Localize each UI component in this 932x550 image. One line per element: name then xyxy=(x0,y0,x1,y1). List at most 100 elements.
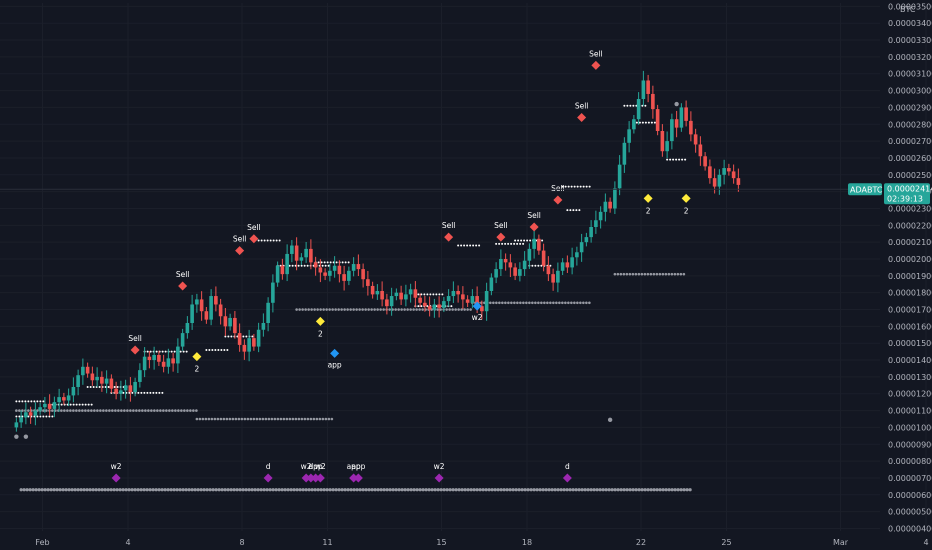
candle-body xyxy=(180,333,185,347)
bottom-band-dot xyxy=(151,488,155,492)
candle-body xyxy=(546,265,551,275)
grey-level-dot xyxy=(213,417,217,421)
y-tick-label: 0.00003000 xyxy=(888,87,932,96)
white-level-dot xyxy=(478,244,481,247)
white-level-dot xyxy=(644,121,647,124)
bottom-band-dot xyxy=(619,488,623,492)
grey-level-dot xyxy=(676,272,680,276)
sell-signal-marker xyxy=(591,60,601,70)
bottom-band-dot xyxy=(418,488,422,492)
purple-marker-label: app xyxy=(351,462,365,471)
candle-body xyxy=(442,301,446,308)
white-level-dot xyxy=(650,121,653,124)
white-level-dot xyxy=(214,348,217,351)
grey-level-dot xyxy=(313,308,316,311)
bottom-band-dot xyxy=(499,488,503,492)
time-axis[interactable]: Feb481115182225Mar48 xyxy=(35,538,932,547)
bottom-band-dot xyxy=(316,488,320,492)
candle-body xyxy=(646,80,650,94)
bottom-band-dot xyxy=(304,488,308,492)
white-level-dot xyxy=(567,185,570,188)
white-level-dot xyxy=(260,239,263,242)
bottom-band-dot xyxy=(334,488,338,492)
candle-body xyxy=(489,277,494,291)
candle-body xyxy=(247,338,251,352)
grey-level-dot xyxy=(15,409,18,412)
bottom-band-dot xyxy=(688,488,692,492)
grey-level-dot xyxy=(534,301,537,305)
bottom-band-dot xyxy=(331,488,335,492)
grey-level-dot xyxy=(328,308,331,311)
white-level-dot xyxy=(158,391,161,394)
purple-marker-label: w2 xyxy=(111,462,122,471)
white-level-dot xyxy=(149,391,152,394)
candle-body xyxy=(313,262,318,268)
candle-body xyxy=(470,296,475,303)
bottom-band-dot xyxy=(244,488,248,492)
white-level-dot xyxy=(146,391,149,394)
grey-level-dot xyxy=(63,409,66,412)
white-level-dot xyxy=(155,350,158,353)
bottom-band-dot xyxy=(394,488,398,492)
last-price: 0.00002414 xyxy=(887,184,932,193)
white-level-dot xyxy=(27,415,30,418)
white-level-dot xyxy=(89,386,92,388)
white-level-dot xyxy=(152,391,155,394)
white-level-dot xyxy=(164,350,167,353)
bottom-band-dot xyxy=(391,488,395,492)
bottom-band-dot xyxy=(595,488,599,492)
grey-level-dot xyxy=(367,308,370,311)
bottom-band-dot xyxy=(568,488,572,492)
white-level-dot xyxy=(666,158,669,161)
white-level-dot xyxy=(149,350,152,353)
grey-level-dot xyxy=(403,308,406,311)
white-level-dot xyxy=(266,239,269,242)
white-level-dot xyxy=(87,403,90,406)
bottom-band-dot xyxy=(664,488,668,492)
white-level-dot xyxy=(573,185,576,188)
white-level-dot xyxy=(30,400,33,403)
grey-level-dot xyxy=(579,301,582,305)
candle-body xyxy=(337,265,342,275)
sell-signal-marker xyxy=(553,195,563,205)
x-tick-label: Mar xyxy=(833,538,849,547)
white-level-dot xyxy=(300,264,303,267)
grey-level-dot xyxy=(558,301,561,305)
bottom-band-dot xyxy=(496,488,500,492)
candle-body xyxy=(237,333,242,345)
bottom-band-dot xyxy=(148,488,152,492)
white-level-dot xyxy=(263,239,266,242)
bottom-band-dot xyxy=(124,488,128,492)
purple-marker-label: app xyxy=(347,462,361,471)
candle-body xyxy=(176,346,180,364)
candle-body xyxy=(665,141,669,152)
grey-level-dot xyxy=(519,301,522,305)
grey-level-dot xyxy=(75,409,78,412)
bottom-band-dot xyxy=(100,488,104,492)
bottom-band-dot xyxy=(457,488,461,492)
grey-level-dot xyxy=(138,409,141,412)
candle-body xyxy=(731,171,736,179)
white-level-dot xyxy=(513,242,516,245)
white-level-dot xyxy=(475,244,478,247)
bottom-band-dot xyxy=(31,488,35,492)
grey-level-dot xyxy=(237,417,241,421)
white-level-dot xyxy=(327,264,330,267)
grey-level-dot xyxy=(276,417,280,421)
white-level-dot xyxy=(566,209,569,212)
grey-level-dot xyxy=(201,417,205,421)
grey-level-dot xyxy=(27,409,30,412)
grey-level-dot xyxy=(528,301,531,305)
candle-body xyxy=(389,296,394,307)
candle-body xyxy=(271,282,275,303)
bottom-band-dot xyxy=(37,488,41,492)
bottom-band-dot xyxy=(574,488,578,492)
bottom-band-dot xyxy=(445,488,449,492)
candle-body xyxy=(128,385,133,393)
white-level-dot xyxy=(529,239,532,242)
sell-signal-label: Sell xyxy=(494,221,508,230)
candle-body xyxy=(513,267,517,276)
sell-signal-label: Sell xyxy=(589,49,603,58)
candle-body xyxy=(670,119,674,142)
